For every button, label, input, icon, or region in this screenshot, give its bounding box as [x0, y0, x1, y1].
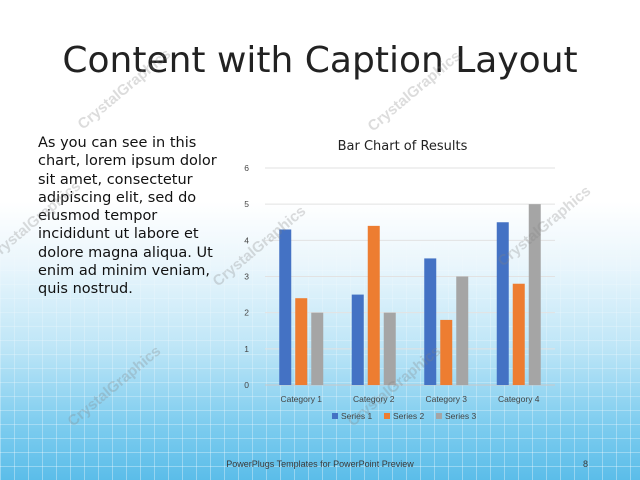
caption-text: As you can see in this chart, lorem ipsu…	[38, 135, 217, 298]
legend-swatch	[332, 413, 338, 419]
bar	[512, 283, 525, 385]
bar	[496, 222, 509, 385]
page-number: 8	[583, 459, 589, 469]
y-tick-label: 2	[244, 308, 249, 318]
y-tick-label: 5	[244, 199, 249, 209]
y-tick-label: 6	[244, 163, 249, 173]
legend-swatch	[436, 413, 442, 419]
bar	[295, 298, 308, 385]
bar	[528, 204, 541, 385]
bar	[351, 294, 364, 385]
bar	[311, 312, 324, 385]
bar	[279, 229, 292, 385]
y-tick-label: 4	[244, 235, 249, 245]
y-tick-label: 0	[244, 380, 249, 390]
legend-label: Series 3	[445, 411, 476, 421]
x-tick-label: Category 3	[425, 394, 467, 404]
legend-label: Series 1	[341, 411, 372, 421]
legend-swatch	[384, 413, 390, 419]
footer-text: PowerPlugs Templates for PowerPoint Prev…	[226, 459, 414, 469]
y-tick-label: 3	[244, 272, 249, 282]
y-tick-label: 1	[244, 344, 249, 354]
bar	[367, 225, 380, 385]
chart-title: Bar Chart of Results	[337, 139, 468, 154]
legend-label: Series 2	[393, 411, 424, 421]
bar	[440, 319, 453, 385]
x-tick-label: Category 4	[498, 394, 540, 404]
bar	[456, 276, 469, 385]
bar	[383, 312, 396, 385]
slide-title: Content with Caption Layout	[62, 40, 578, 81]
bar	[424, 258, 437, 385]
x-tick-label: Category 2	[353, 394, 395, 404]
x-tick-label: Category 1	[280, 394, 322, 404]
